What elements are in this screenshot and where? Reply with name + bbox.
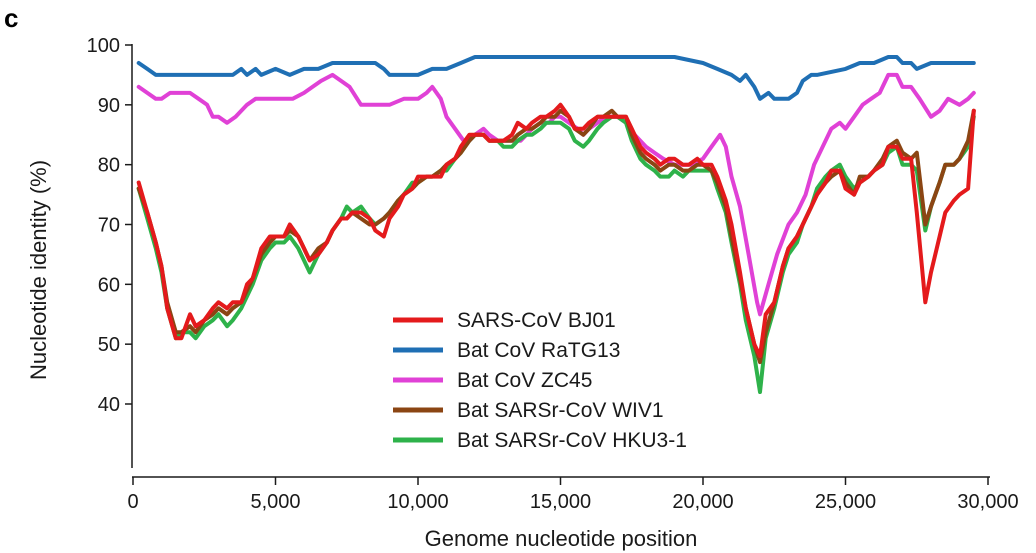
y-axis-ticks: 40 50 60 70 80 90 100: [87, 35, 132, 416]
x-axis-ticks: 0 5,000 10,000 15,000 20,000 25,000 30,000: [127, 477, 1019, 513]
legend-label: Bat CoV RaTG13: [457, 339, 620, 362]
legend-label: Bat SARSr-CoV HKU3-1: [457, 429, 687, 452]
legend-label: Bat SARSr-CoV WIV1: [457, 399, 664, 422]
y-tick-label: 100: [87, 35, 120, 57]
y-tick-label: 50: [98, 334, 120, 356]
x-axis-title: Genome nucleotide position: [425, 526, 698, 551]
y-tick-label: 70: [98, 215, 120, 237]
x-tick-label: 25,000: [815, 491, 876, 513]
legend-label: Bat CoV ZC45: [457, 369, 592, 392]
series-line-0: [136, 102, 976, 359]
legend-label: SARS-CoV BJ01: [457, 309, 616, 332]
panel-label: c: [4, 3, 18, 33]
x-tick-label: 20,000: [672, 491, 733, 513]
y-axis-title: Nucleotide identity (%): [26, 160, 51, 380]
x-tick-label: 10,000: [387, 491, 448, 513]
y-tick-label: 60: [98, 274, 120, 296]
y-tick-label: 80: [98, 155, 120, 177]
x-tick-label: 0: [127, 491, 138, 513]
x-tick-label: 15,000: [530, 491, 591, 513]
y-tick-label: 40: [98, 394, 120, 416]
series-line-1: [136, 55, 976, 101]
series-line-4: [136, 114, 976, 394]
series-line-2: [136, 72, 976, 317]
y-tick-label: 90: [98, 95, 120, 117]
x-tick-label: 5,000: [250, 491, 300, 513]
x-tick-label: 30,000: [957, 491, 1018, 513]
series-lines: [136, 55, 976, 394]
legend: SARS-CoV BJ01 Bat CoV RaTG13 Bat CoV ZC45 B…: [393, 309, 687, 452]
